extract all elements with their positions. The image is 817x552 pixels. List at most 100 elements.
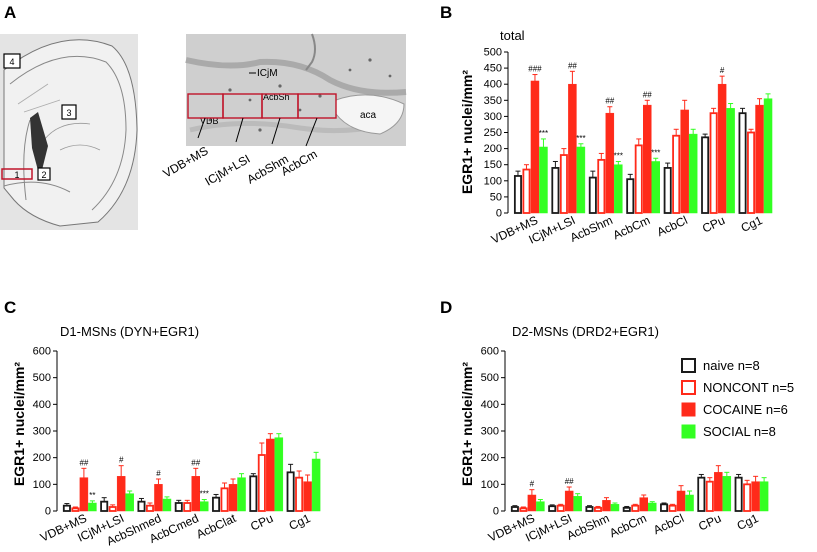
y-tick-label: 400: [484, 79, 502, 91]
legend: naive n=8 NONCONT n=5 COCAINE n=6 SOCIAL…: [681, 358, 794, 439]
bar-cocaine: [266, 438, 275, 512]
bar-cocaine: [751, 481, 760, 512]
chart-d-ylabel: EGR1+ nuclei/mm²: [459, 362, 475, 486]
y-tick-label: 200: [481, 452, 499, 464]
bar-noncont: [705, 480, 714, 512]
bar-naive: [734, 476, 743, 512]
bar-noncont: [631, 504, 640, 512]
bar-noncont: [593, 506, 602, 512]
bar-naive: [174, 502, 183, 512]
bar-naive: [548, 505, 557, 512]
bar-social: [573, 496, 582, 512]
atlas-box-label-4: 4: [9, 57, 14, 67]
bar-cocaine: [714, 472, 723, 512]
significance-label: ***: [539, 129, 548, 138]
bar-noncont: [71, 507, 80, 512]
legend-label-cocaine: COCAINE n=6: [703, 402, 788, 417]
bar-naive: [585, 506, 594, 512]
significance-label: ***: [614, 151, 623, 160]
bar-cocaine: [79, 477, 89, 512]
significance-label: ***: [576, 134, 585, 143]
x-category-label: CPu: [696, 511, 723, 534]
bar-cocaine: [602, 500, 611, 512]
bar-cocaine: [530, 80, 540, 214]
bar-noncont: [183, 502, 192, 512]
bar-social: [88, 502, 97, 512]
y-tick-label: 300: [33, 426, 51, 438]
significance-label: ***: [651, 148, 660, 157]
x-category-label: CPu: [700, 213, 727, 236]
significance-label: ##: [605, 97, 614, 106]
bar-cocaine: [154, 484, 163, 512]
bar-noncont: [668, 504, 677, 512]
chart-b-title: total: [500, 28, 525, 43]
bar-noncont: [634, 144, 643, 214]
y-tick-label: 350: [484, 95, 502, 107]
y-tick-label: 200: [484, 143, 502, 155]
legend-label-noncont: NONCONT n=5: [703, 380, 794, 395]
bar-cocaine: [676, 490, 686, 512]
bar-cocaine: [717, 83, 727, 214]
bar-naive: [286, 471, 295, 512]
atlas-box-label-1: 1: [14, 170, 19, 180]
y-tick-label: 100: [33, 479, 51, 491]
bar-naive: [62, 504, 71, 512]
legend-swatch-noncont: [681, 380, 696, 395]
bar-noncont: [672, 134, 681, 214]
bar-noncont: [145, 504, 154, 512]
bar-naive: [697, 476, 706, 512]
bar-cocaine: [605, 112, 615, 214]
bar-naive: [137, 500, 146, 512]
significance-label: **: [89, 491, 95, 500]
significance-label: ###: [528, 65, 542, 74]
significance-label: ***: [200, 490, 209, 499]
chart-d: D2-MSNs (DRD2+EGR1) EGR1+ nuclei/mm² 0 10…: [459, 324, 769, 545]
significance-label: #: [530, 480, 535, 489]
significance-label: ##: [565, 477, 574, 486]
significance-label: #: [156, 469, 161, 478]
bar-noncont: [295, 476, 304, 512]
bar-naive: [513, 175, 522, 214]
bar-naive: [588, 176, 597, 214]
bar-naive: [622, 506, 631, 512]
bar-social: [536, 501, 545, 512]
bar-noncont: [257, 454, 266, 512]
bar-cocaine: [643, 104, 652, 214]
bar-naive: [551, 167, 560, 214]
bar-naive: [510, 506, 519, 512]
atlas-box-label-3: 3: [66, 108, 71, 118]
bar-social: [162, 498, 172, 512]
x-category-label: Cg1: [739, 213, 765, 235]
bar-cocaine: [191, 476, 200, 512]
micrograph-label-aca: aca: [360, 110, 377, 121]
y-tick-label: 100: [481, 479, 499, 491]
legend-swatch-naive: [681, 358, 696, 373]
x-category-label: AcbCl: [651, 511, 686, 537]
x-category-label: AcbClat: [194, 511, 239, 542]
bar-social: [648, 502, 657, 512]
bar-cocaine: [564, 490, 574, 512]
significance-label: ##: [191, 458, 200, 467]
bar-noncont: [522, 168, 531, 214]
significance-label: #: [720, 66, 725, 75]
atlas-box-label-2: 2: [41, 170, 46, 180]
bar-social: [274, 437, 284, 512]
bar-social: [763, 98, 773, 214]
bar-naive: [660, 503, 669, 512]
y-tick-label: 100: [484, 175, 502, 187]
y-tick-label: 500: [484, 47, 502, 59]
chart-c-title: D1-MSNs (DYN+EGR1): [60, 324, 199, 339]
legend-label-naive: naive n=8: [703, 358, 760, 373]
panel-letter-c: C: [4, 298, 16, 317]
significance-label: #: [119, 456, 124, 465]
x-category-label: AcbShm: [568, 213, 615, 245]
y-tick-label: 600: [33, 346, 51, 358]
bar-noncont: [743, 483, 752, 512]
micrograph-label-vdb: VDB: [200, 116, 219, 126]
bar-noncont: [556, 504, 565, 512]
bar-noncont: [519, 507, 528, 512]
bar-noncont: [559, 154, 568, 214]
bar-noncont: [220, 487, 229, 512]
y-tick-label: 500: [481, 372, 499, 384]
